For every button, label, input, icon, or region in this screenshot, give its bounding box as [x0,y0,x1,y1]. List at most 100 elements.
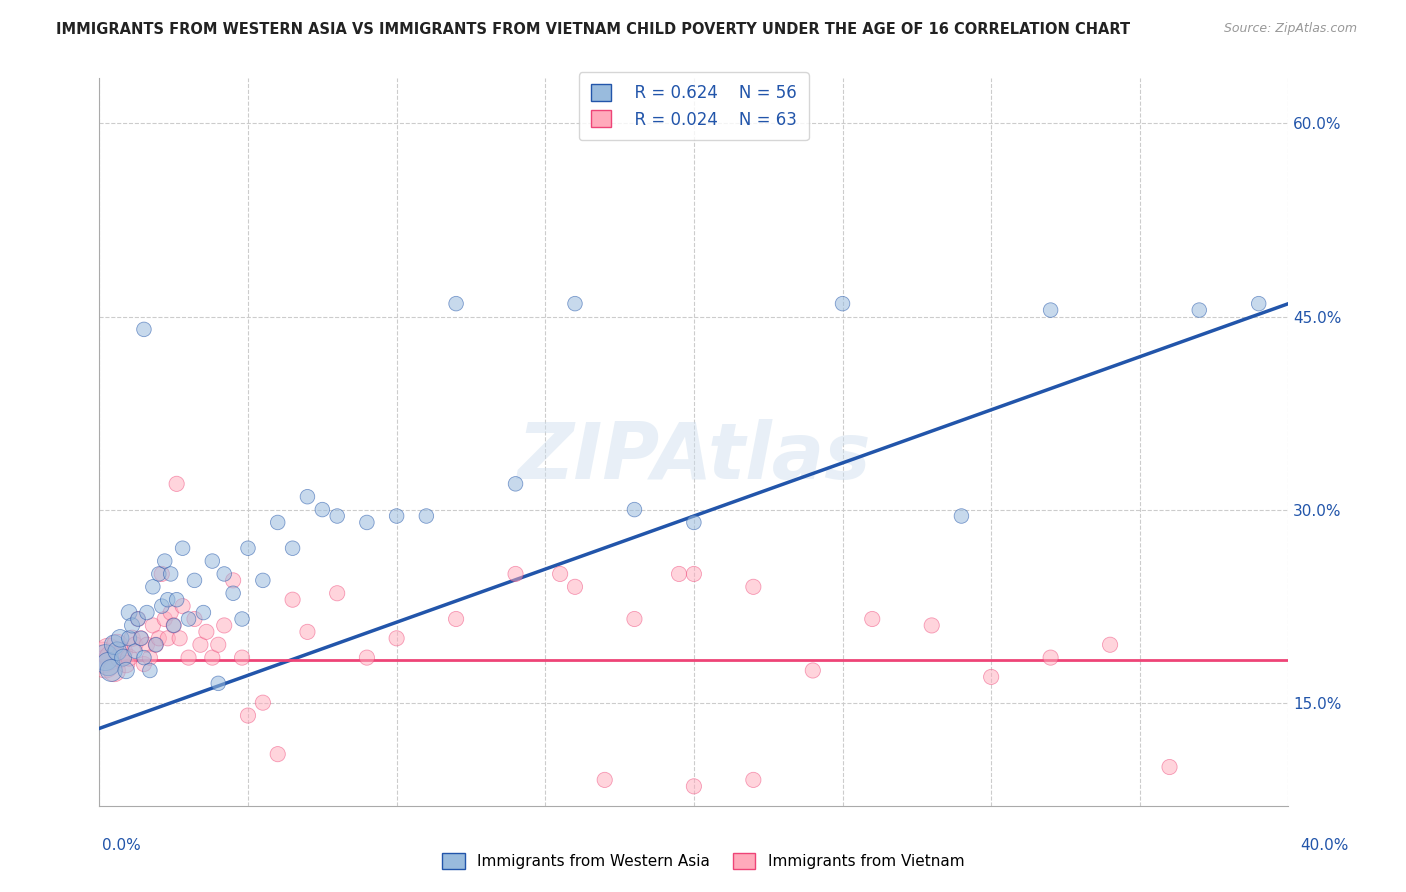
Point [163,618,186,632]
Point [1039,303,1062,318]
Point [129,632,152,646]
Point [564,296,586,310]
Point [139,664,162,678]
Point [1099,638,1122,652]
Point [1039,650,1062,665]
Text: ZIPAtlas: ZIPAtlas [517,418,870,494]
Point [108,632,131,646]
Point [118,606,141,620]
Point [153,612,176,626]
Point [1159,760,1181,774]
Point [548,566,571,581]
Point [112,650,135,665]
Point [683,780,706,794]
Point [311,502,333,516]
Point [252,696,274,710]
Point [94,650,117,665]
Point [231,612,253,626]
Point [139,650,162,665]
Text: 0.0%: 0.0% [101,838,141,853]
Point [683,516,706,530]
Point [297,624,319,639]
Point [385,509,408,524]
Point [201,554,224,568]
Point [108,650,131,665]
Point [159,566,181,581]
Point [142,580,165,594]
Legend: Immigrants from Western Asia, Immigrants from Vietnam: Immigrants from Western Asia, Immigrants… [436,847,970,875]
Point [623,612,645,626]
Point [150,566,173,581]
Point [212,618,235,632]
Point [142,618,165,632]
Point [505,566,527,581]
Point [166,476,188,491]
Point [1247,296,1270,310]
Point [169,632,191,646]
Point [231,650,253,665]
Point [148,566,170,581]
Point [222,586,245,600]
Point [163,618,186,632]
Point [118,632,141,646]
Point [172,541,194,556]
Point [124,638,146,652]
Point [103,664,125,678]
Point [159,606,181,620]
Point [132,650,155,665]
Point [326,509,349,524]
Point [135,606,157,620]
Point [190,638,212,652]
Point [326,586,349,600]
Point [201,650,224,665]
Point [129,632,152,646]
Point [860,612,883,626]
Point [236,708,259,723]
Legend:   R = 0.624    N = 56,   R = 0.024    N = 63: R = 0.624 N = 56, R = 0.024 N = 63 [579,72,808,140]
Point [195,624,218,639]
Point [356,516,378,530]
Point [252,574,274,588]
Point [145,638,167,652]
Point [94,657,117,671]
Point [121,632,143,646]
Point [145,638,167,652]
Point [132,322,155,336]
Point [91,650,114,665]
Point [132,657,155,671]
Point [831,296,853,310]
Point [97,657,120,671]
Point [921,618,943,632]
Point [135,638,157,652]
Point [297,490,319,504]
Point [267,747,290,761]
Point [281,592,304,607]
Point [177,612,200,626]
Point [385,632,408,646]
Point [207,676,229,690]
Point [356,650,378,665]
Point [103,638,125,652]
Point [115,657,138,671]
Text: IMMIGRANTS FROM WESTERN ASIA VS IMMIGRANTS FROM VIETNAM CHILD POVERTY UNDER THE : IMMIGRANTS FROM WESTERN ASIA VS IMMIGRAN… [56,22,1130,37]
Point [212,566,235,581]
Point [281,541,304,556]
Point [97,644,120,658]
Point [177,650,200,665]
Point [742,580,765,594]
Point [1188,303,1211,318]
Point [115,664,138,678]
Point [100,650,122,665]
Point [683,566,706,581]
Point [444,296,467,310]
Point [183,612,205,626]
Point [100,664,122,678]
Point [183,574,205,588]
Point [153,554,176,568]
Text: 40.0%: 40.0% [1301,838,1348,853]
Point [207,638,229,652]
Point [267,516,290,530]
Point [156,632,179,646]
Point [105,638,128,652]
Point [742,772,765,787]
